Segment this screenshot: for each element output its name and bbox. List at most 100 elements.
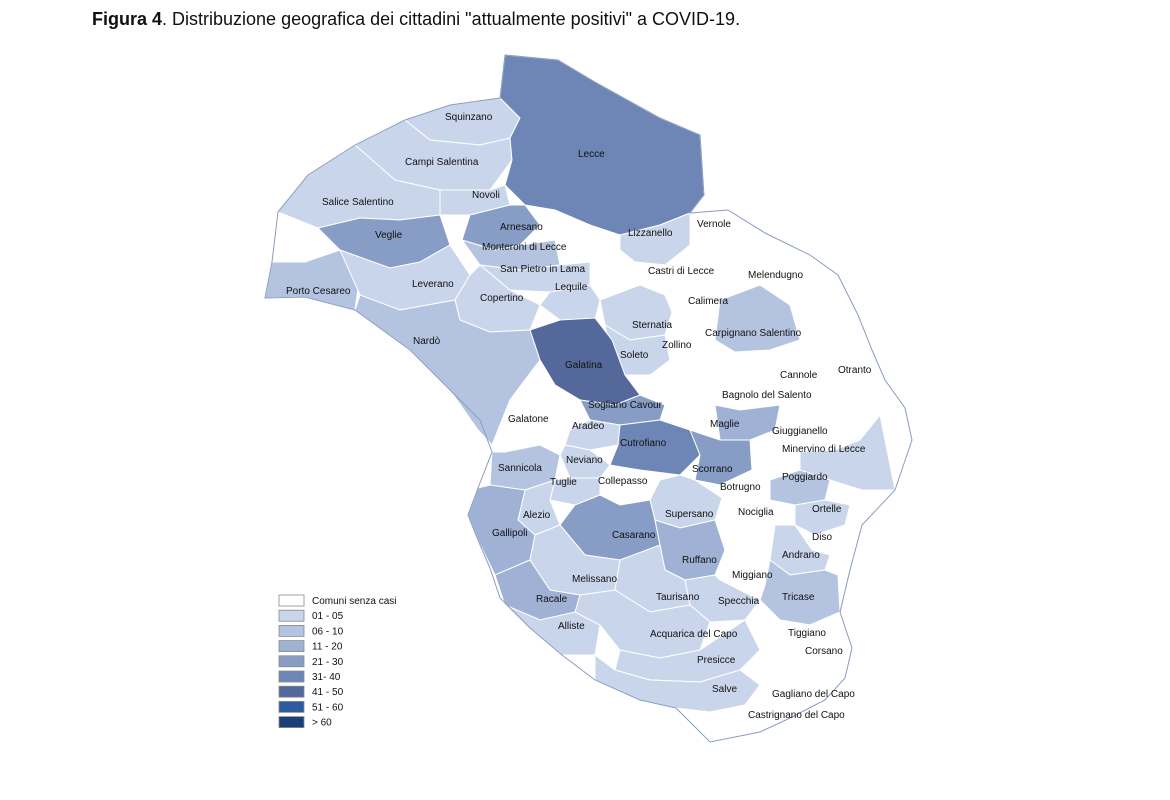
label-diso: Diso: [812, 532, 832, 543]
label-sogliano-cavour: Sogliano Cavour: [588, 400, 663, 411]
label-campi-salentina: Campi Salentina: [405, 157, 479, 168]
legend-swatch-3: [278, 640, 305, 652]
figure-caption: Figura 4. Distribuzione geografica dei c…: [92, 9, 740, 30]
label-maglie: Maglie: [710, 419, 740, 430]
legend-label-7: 51 - 60: [312, 702, 344, 713]
label-neviano: Neviano: [566, 455, 603, 466]
label-otranto: Otranto: [838, 365, 872, 376]
label-soleto: Soleto: [620, 350, 649, 361]
region-otranto: [819, 299, 886, 393]
legend-swatch-4: [278, 655, 305, 668]
label-lequile: Lequile: [555, 282, 588, 293]
label-novoli: Novoli: [472, 190, 500, 201]
label-arnesano: Arnesano: [500, 222, 543, 233]
label-corsano: Corsano: [805, 646, 843, 657]
region-lecce: [499, 54, 705, 236]
label-galatina: Galatina: [565, 360, 603, 371]
municipality-labels: Squinzano Campi Salentina Lecce Salice Sale…: [286, 112, 872, 721]
label-giuggianello: Giuggianello: [772, 426, 828, 437]
province-outline: [264, 54, 913, 743]
label-calimera: Calimera: [688, 296, 728, 307]
label-aradeo: Aradeo: [572, 421, 605, 432]
label-poggiardo: Poggiardo: [782, 472, 828, 483]
label-tuglie: Tuglie: [550, 477, 577, 488]
legend-swatch-2: [278, 625, 305, 637]
label-cannole: Cannole: [780, 370, 818, 381]
label-ortelle: Ortelle: [812, 504, 842, 515]
label-ruffano: Ruffano: [682, 555, 717, 566]
region-lizzanello: [619, 212, 691, 266]
label-salve: Salve: [712, 684, 737, 695]
label-bagnolo-del-salento: Bagnolo del Salento: [722, 390, 812, 401]
label-galatone: Galatone: [508, 414, 549, 425]
region-zollino: [664, 321, 701, 361]
label-lecce: Lecce: [578, 149, 605, 160]
label-supersano: Supersano: [665, 509, 714, 520]
label-sannicola: Sannicola: [498, 463, 542, 474]
label-acquarica-del-capo: Acquarica del Capo: [650, 629, 738, 640]
label-nardo: Nardò: [413, 336, 441, 347]
label-racale: Racale: [536, 594, 568, 605]
label-cutrofiano: Cutrofiano: [620, 438, 667, 449]
label-melissano: Melissano: [572, 574, 617, 585]
label-squinzano: Squinzano: [445, 112, 493, 123]
legend-label-3: 11 - 20: [312, 642, 343, 653]
label-collepasso: Collepasso: [598, 476, 648, 487]
label-alliste: Alliste: [558, 621, 585, 632]
region-scorrano: [689, 429, 753, 486]
legend-label-1: 01 - 05: [312, 611, 344, 622]
label-salice-salentino: Salice Salentino: [322, 197, 394, 208]
figure-label: Figura 4: [92, 9, 163, 29]
legend-swatch-6: [278, 685, 305, 698]
label-alezio: Alezio: [523, 510, 551, 521]
label-san-pietro-in-lama: San Pietro in Lama: [500, 264, 585, 275]
legend-swatch-5: [278, 670, 305, 683]
region-san-pietro-in-lama: [478, 261, 591, 293]
label-lizzanello: Lizzanello: [628, 228, 673, 239]
label-zollino: Zollino: [662, 340, 692, 351]
legend-swatch-1: [278, 609, 305, 622]
legend-label-5: 31- 40: [312, 672, 341, 683]
legend-swatch-0: [278, 594, 305, 607]
legend-label-2: 06 - 10: [312, 626, 344, 637]
label-carpignano-salentino: Carpignano Salentino: [705, 328, 802, 339]
municipality-regions: [264, 54, 896, 743]
label-specchia: Specchia: [718, 596, 760, 607]
label-sternatia: Sternatia: [632, 320, 672, 331]
label-castrignano-del-capo: Castrignano del Capo: [748, 710, 845, 721]
label-botrugno: Botrugno: [720, 482, 761, 493]
label-porto-cesareo: Porto Cesareo: [286, 286, 351, 297]
label-tiggiano: Tiggiano: [788, 628, 826, 639]
label-nociglia: Nociglia: [738, 507, 774, 518]
label-gallipoli: Gallipoli: [492, 528, 528, 539]
label-andrano: Andrano: [782, 550, 820, 561]
label-tricase: Tricase: [782, 592, 815, 603]
map-legend: Comuni senza casi 01 - 05 06 - 10 11 - 20 21…: [278, 594, 396, 729]
label-monteroni-di-lecce: Monteroni di Lecce: [482, 242, 567, 253]
legend-label-0: Comuni senza casi: [312, 596, 396, 607]
legend-label-8: > 60: [312, 718, 332, 729]
label-miggiano: Miggiano: [732, 570, 773, 581]
region-diso: [811, 524, 851, 556]
label-veglie: Veglie: [375, 230, 403, 241]
label-leverano: Leverano: [412, 279, 454, 290]
label-minervino-di-lecce: Minervino di Lecce: [782, 444, 866, 455]
label-presicce: Presicce: [697, 655, 736, 666]
legend-swatch-8: [278, 716, 305, 728]
region-tricase: [759, 559, 841, 626]
region-acquarica-del-capo: [574, 589, 711, 659]
legend-label-6: 41 - 50: [312, 687, 344, 698]
label-castri-di-lecce: Castri di Lecce: [648, 266, 715, 277]
label-gagliano-del-capo: Gagliano del Capo: [772, 689, 855, 700]
legend-label-4: 21 - 30: [312, 657, 344, 668]
label-casarano: Casarano: [612, 530, 656, 541]
label-scorrano: Scorrano: [692, 464, 733, 475]
label-melendugno: Melendugno: [748, 270, 803, 281]
label-vernole: Vernole: [697, 219, 731, 230]
figure-title: . Distribuzione geografica dei cittadini…: [162, 9, 741, 29]
region-specchia: [684, 574, 761, 623]
legend-swatch-7: [278, 701, 305, 713]
label-copertino: Copertino: [480, 293, 524, 304]
label-taurisano: Taurisano: [656, 592, 700, 603]
